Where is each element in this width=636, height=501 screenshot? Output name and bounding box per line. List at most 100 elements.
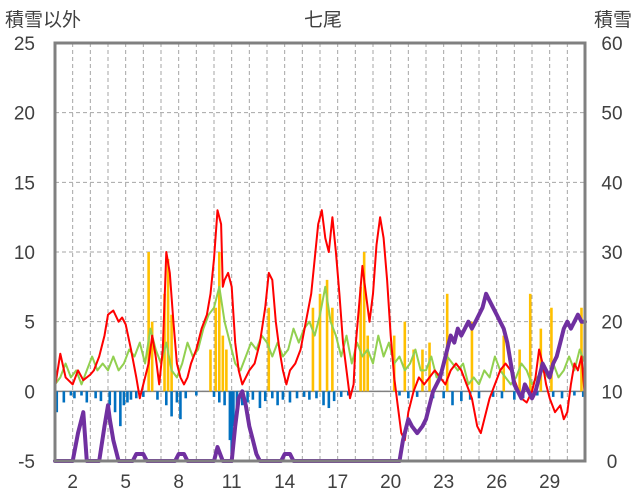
precip-bar <box>581 391 585 397</box>
precip-bar <box>246 391 249 403</box>
x-tick-label: 5 <box>120 472 131 493</box>
precip-bar <box>403 321 407 392</box>
precip-bar <box>528 293 532 392</box>
precip-bar <box>442 391 445 399</box>
x-tick-label: 20 <box>380 472 401 493</box>
right-axis-label: 積雪 <box>594 9 632 31</box>
precip-bar <box>218 391 221 403</box>
precip-bar <box>302 391 306 397</box>
y-left-tick-label: 0 <box>24 382 35 403</box>
precip-bar <box>470 321 474 392</box>
precip-bar <box>156 391 159 400</box>
snow-depth-line <box>53 291 587 463</box>
x-tick-label: 29 <box>539 472 560 493</box>
precip-bar <box>288 391 292 403</box>
precip-bar <box>415 391 419 397</box>
precip-bar <box>366 335 369 392</box>
x-tick-label: 8 <box>173 472 184 493</box>
x-tick-label: 26 <box>486 472 507 493</box>
precip-bar <box>346 391 350 396</box>
precip-bar <box>85 391 89 403</box>
precip-bar <box>225 349 228 392</box>
x-tick-label: 11 <box>222 472 242 493</box>
x-tick-label: 2 <box>67 472 78 493</box>
precip-bar <box>163 293 166 392</box>
precip-bar <box>551 391 555 397</box>
y-left-tick-label: 5 <box>24 313 35 334</box>
precip-bar <box>339 391 343 397</box>
y-left-tick-label: 20 <box>14 104 35 125</box>
precip-bar <box>134 391 138 399</box>
y-right-tick-label: 40 <box>601 173 622 194</box>
y-left-tick-label: 15 <box>14 173 35 194</box>
precip-bar <box>359 286 362 392</box>
precip-bar <box>500 391 504 399</box>
precip-bar <box>113 391 117 413</box>
precip-bar <box>491 391 495 397</box>
precip-bar <box>477 391 481 399</box>
precip-bar <box>271 391 274 399</box>
precip-bar <box>142 391 145 397</box>
precip-bar <box>195 391 198 396</box>
precip-bar <box>318 293 322 392</box>
precip-bar <box>258 391 262 409</box>
precip-bar <box>362 252 366 392</box>
precip-bar <box>212 391 216 397</box>
temperature-line <box>54 209 586 442</box>
precip-bar <box>232 391 235 427</box>
precip-bar <box>295 391 299 399</box>
grid <box>55 42 585 462</box>
x-tick-label: 14 <box>274 472 296 493</box>
x-tick-label: 17 <box>327 472 348 493</box>
precip-bar <box>221 335 225 392</box>
precip-bar <box>99 391 103 402</box>
y-left-tick-label: 10 <box>14 243 35 264</box>
precip-bar <box>325 279 329 392</box>
precip-bar <box>214 307 218 392</box>
precip-bar <box>119 391 122 427</box>
precip-bar <box>327 391 331 409</box>
precip-bar <box>412 349 415 392</box>
y-left-tick-label: 25 <box>14 34 35 55</box>
precip-bar <box>407 391 410 399</box>
precip-bar <box>398 391 401 396</box>
precip-bar <box>209 349 212 392</box>
precip-bar <box>308 391 311 400</box>
y-right-tick-label: 60 <box>601 34 622 55</box>
precip-bar <box>147 252 150 392</box>
series-lines <box>53 209 587 463</box>
precip-bar <box>428 342 431 392</box>
precip-bar <box>170 314 173 392</box>
precip-bar <box>73 391 76 399</box>
precip-bar <box>513 391 516 400</box>
y-right-tick-label: 30 <box>601 243 622 264</box>
precip-bar <box>573 391 576 396</box>
y-right-tick-label: 0 <box>607 452 618 473</box>
y-right-tick-label: 50 <box>601 104 622 125</box>
precip-bar <box>94 391 97 399</box>
precip-bar <box>276 391 279 406</box>
precip-bar <box>179 391 182 420</box>
y-right-tick-label: 20 <box>601 313 622 334</box>
precip-bar <box>550 307 553 392</box>
precip-bar <box>122 391 126 406</box>
precip-bar <box>223 391 226 406</box>
plot-frame <box>53 41 587 463</box>
precip-bar <box>126 391 129 403</box>
precip-bar <box>166 258 170 392</box>
precip-bar <box>322 391 325 406</box>
precip-bar <box>228 391 232 441</box>
precip-bar <box>536 391 539 396</box>
precip-bar <box>251 391 255 400</box>
precip-bar <box>150 321 154 392</box>
precip-bar <box>184 391 188 399</box>
precip-bar <box>281 391 285 400</box>
precip-bar <box>175 391 179 403</box>
precip-bar <box>218 252 221 392</box>
y-left-tick-label: -5 <box>18 452 35 473</box>
precip-bar <box>129 391 133 400</box>
y-right-tick-label: 10 <box>601 382 622 403</box>
precip-bar <box>451 391 454 406</box>
